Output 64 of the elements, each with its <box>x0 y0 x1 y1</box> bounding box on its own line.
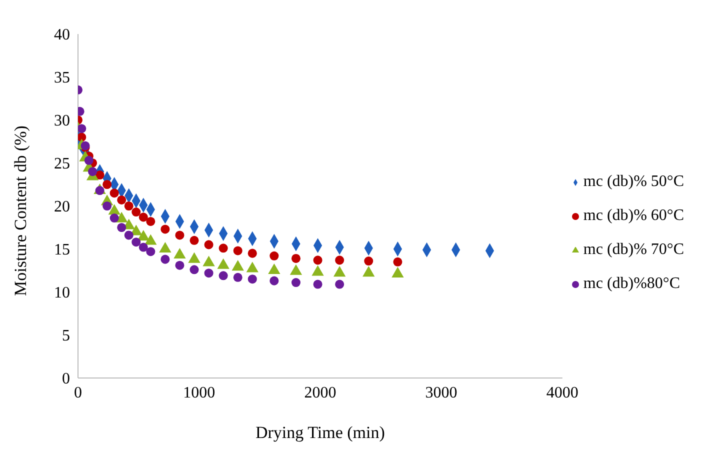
x-axis-title: Drying Time (min) <box>255 423 385 442</box>
point <box>218 271 228 280</box>
point <box>291 254 300 263</box>
point <box>270 251 279 260</box>
x-tick-label: 2000 <box>304 384 336 402</box>
x-tick-label: 1000 <box>183 384 216 402</box>
x-tick-label: 4000 <box>546 384 578 402</box>
y-tick-label: 5 <box>62 328 70 345</box>
point <box>78 124 86 134</box>
legend-label: mc (db)%80°C <box>583 275 680 292</box>
point <box>84 156 94 165</box>
legend-label: mc (db)% 70°C <box>583 241 684 258</box>
point <box>117 222 126 232</box>
point <box>204 268 214 278</box>
point <box>102 201 112 211</box>
point <box>124 230 134 240</box>
point <box>95 170 104 180</box>
x-tick-label: 0 <box>74 384 82 402</box>
point <box>160 254 170 264</box>
point <box>88 167 98 176</box>
point <box>190 265 199 274</box>
y-tick-label: 40 <box>54 26 70 44</box>
point <box>138 212 148 222</box>
point <box>110 188 119 198</box>
point <box>124 201 134 211</box>
y-tick-label: 25 <box>54 156 70 173</box>
point <box>102 180 112 190</box>
point <box>117 195 126 204</box>
point <box>204 240 214 250</box>
point <box>291 278 300 288</box>
point <box>175 260 184 270</box>
point <box>313 280 322 289</box>
point <box>132 208 141 217</box>
point <box>335 280 344 289</box>
point <box>132 238 141 247</box>
point <box>175 230 184 240</box>
y-tick-label: 35 <box>54 70 70 87</box>
point <box>95 186 104 196</box>
y-tick-label: 30 <box>54 112 70 130</box>
point <box>146 216 156 226</box>
point <box>248 248 257 258</box>
y-tick-label: 10 <box>54 284 70 302</box>
point <box>78 132 86 142</box>
point <box>160 224 170 234</box>
point <box>218 244 228 253</box>
point <box>146 247 156 256</box>
point <box>364 256 374 266</box>
point <box>110 214 119 223</box>
y-tick-label: 20 <box>54 198 70 216</box>
legend-label: mc (db)% 60°C <box>583 207 684 224</box>
point <box>190 236 199 245</box>
point <box>393 257 402 266</box>
point <box>270 276 279 286</box>
point <box>248 274 257 284</box>
point <box>313 256 322 265</box>
point <box>233 272 242 282</box>
y-tick-label: 15 <box>54 242 70 259</box>
x-tick-label: 3000 <box>425 384 458 402</box>
y-tick-label: 0 <box>62 370 70 388</box>
point <box>233 246 242 256</box>
y-axis-title: Moisture Content db (%) <box>11 126 30 296</box>
legend-label: mc (db)% 50°C <box>583 173 684 190</box>
point <box>138 242 148 252</box>
point <box>335 256 344 265</box>
